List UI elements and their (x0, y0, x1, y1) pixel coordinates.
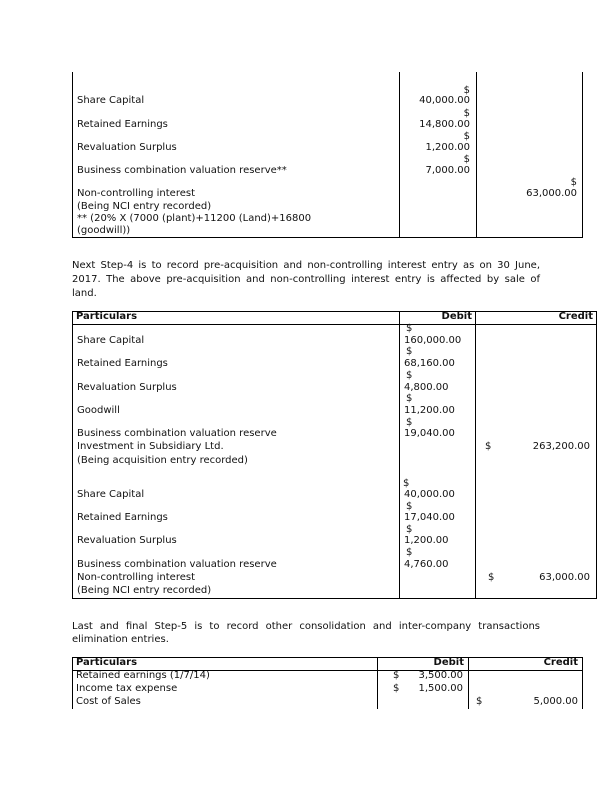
table-border (596, 311, 597, 599)
narration: (Being acquisition entry recorded) (77, 455, 248, 466)
table-border (476, 72, 477, 237)
table-border (72, 311, 597, 312)
table-border (72, 657, 583, 658)
debit-amount: 4,760.00 (404, 559, 449, 570)
header-credit: Credit (543, 657, 578, 668)
table-border (475, 311, 476, 599)
credit-amount: 5,000.00 (533, 696, 578, 707)
table-border (582, 657, 583, 709)
header-debit: Debit (441, 311, 472, 322)
table-border (468, 657, 469, 709)
header-debit: Debit (433, 657, 464, 668)
account-label: Investment in Subsidiary Ltd. (77, 441, 224, 452)
account-label: Revaluation Surplus (77, 382, 177, 393)
debit-symbol: $ (463, 108, 470, 119)
debit-symbol: $ (393, 670, 400, 681)
debit-amount: 3,500.00 (418, 670, 463, 681)
debit-amount: 1,500.00 (418, 683, 463, 694)
table-border (399, 72, 400, 237)
credit-amount: 63,000.00 (526, 188, 577, 199)
narration: (Being NCI entry recorded) (77, 585, 212, 596)
account-label: Goodwill (77, 405, 120, 416)
debit-amount: 11,200.00 (404, 405, 455, 416)
debit-symbol: $ (463, 131, 470, 142)
account-label: Share Capital (77, 95, 145, 106)
debit-amount: 1,200.00 (404, 535, 449, 546)
account-label: Share Capital (77, 335, 145, 346)
debit-amount: 19,040.00 (404, 428, 455, 439)
debit-symbol: $ (406, 370, 413, 381)
header-particulars: Particulars (76, 311, 138, 322)
credit-amount: 263,200.00 (532, 441, 590, 452)
debit-amount: 7,000.00 (425, 165, 470, 176)
account-label: Cost of Sales (76, 696, 141, 707)
account-label: Retained Earnings (77, 119, 168, 130)
account-label: Revaluation Surplus (77, 142, 177, 153)
account-label: Revaluation Surplus (77, 535, 177, 546)
table-border (72, 72, 73, 237)
account-label: Share Capital (77, 489, 145, 500)
account-label: Income tax expense (76, 683, 178, 694)
header-credit: Credit (558, 311, 593, 322)
credit-symbol: $ (485, 441, 492, 452)
table-border (582, 72, 583, 237)
table-border (377, 657, 378, 709)
debit-amount: 17,040.00 (404, 512, 455, 523)
footnote: ** (20% X (7000 (plant)+11200 (Land)+168… (77, 213, 312, 224)
debit-amount: 40,000.00 (404, 489, 455, 500)
debit-symbol: $ (406, 393, 413, 404)
step-4-paragraph: Next Step-4 is to record pre-acquisition… (72, 260, 540, 299)
step-5-paragraph: Last and final Step-5 is to record other… (72, 621, 540, 645)
debit-symbol: $ (406, 501, 413, 512)
debit-symbol: $ (406, 346, 413, 357)
debit-symbol: $ (406, 417, 413, 428)
debit-symbol: $ (406, 524, 413, 535)
account-label: Retained Earnings (77, 358, 168, 369)
table-border (72, 598, 597, 599)
header-particulars: Particulars (76, 657, 138, 668)
table-border (72, 670, 583, 671)
debit-amount: 160,000.00 (404, 335, 462, 346)
debit-amount: 40,000.00 (419, 95, 470, 106)
debit-symbol: $ (463, 154, 470, 165)
account-label: Retained earnings (1/7/14) (76, 670, 210, 681)
debit-symbol: $ (463, 85, 470, 96)
account-label: Non-controlling interest (77, 572, 195, 583)
debit-amount: 68,160.00 (404, 358, 455, 369)
account-label: Business combination valuation reserve** (77, 165, 287, 176)
narration: (Being NCI entry recorded) (77, 201, 212, 212)
account-label: Business combination valuation reserve (77, 428, 277, 439)
credit-symbol: $ (488, 572, 495, 583)
credit-symbol: $ (570, 177, 577, 188)
debit-amount: 4,800.00 (404, 382, 449, 393)
table-border (72, 324, 597, 325)
table-border (72, 657, 73, 709)
account-label: Retained Earnings (77, 512, 168, 523)
debit-symbol: $ (406, 323, 413, 334)
debit-amount: 1,200.00 (425, 142, 470, 153)
footnote: (goodwill)) (77, 225, 131, 236)
table-border (399, 311, 400, 599)
account-label: Business combination valuation reserve (77, 559, 277, 570)
debit-symbol: $ (393, 683, 400, 694)
debit-symbol: $ (406, 547, 413, 558)
debit-amount: 14,800.00 (419, 119, 470, 130)
table-border (72, 237, 583, 238)
credit-symbol: $ (476, 696, 483, 707)
debit-symbol: $ (403, 478, 410, 489)
credit-amount: 63,000.00 (539, 572, 590, 583)
table-border (72, 311, 73, 599)
account-label: Non-controlling interest (77, 188, 195, 199)
